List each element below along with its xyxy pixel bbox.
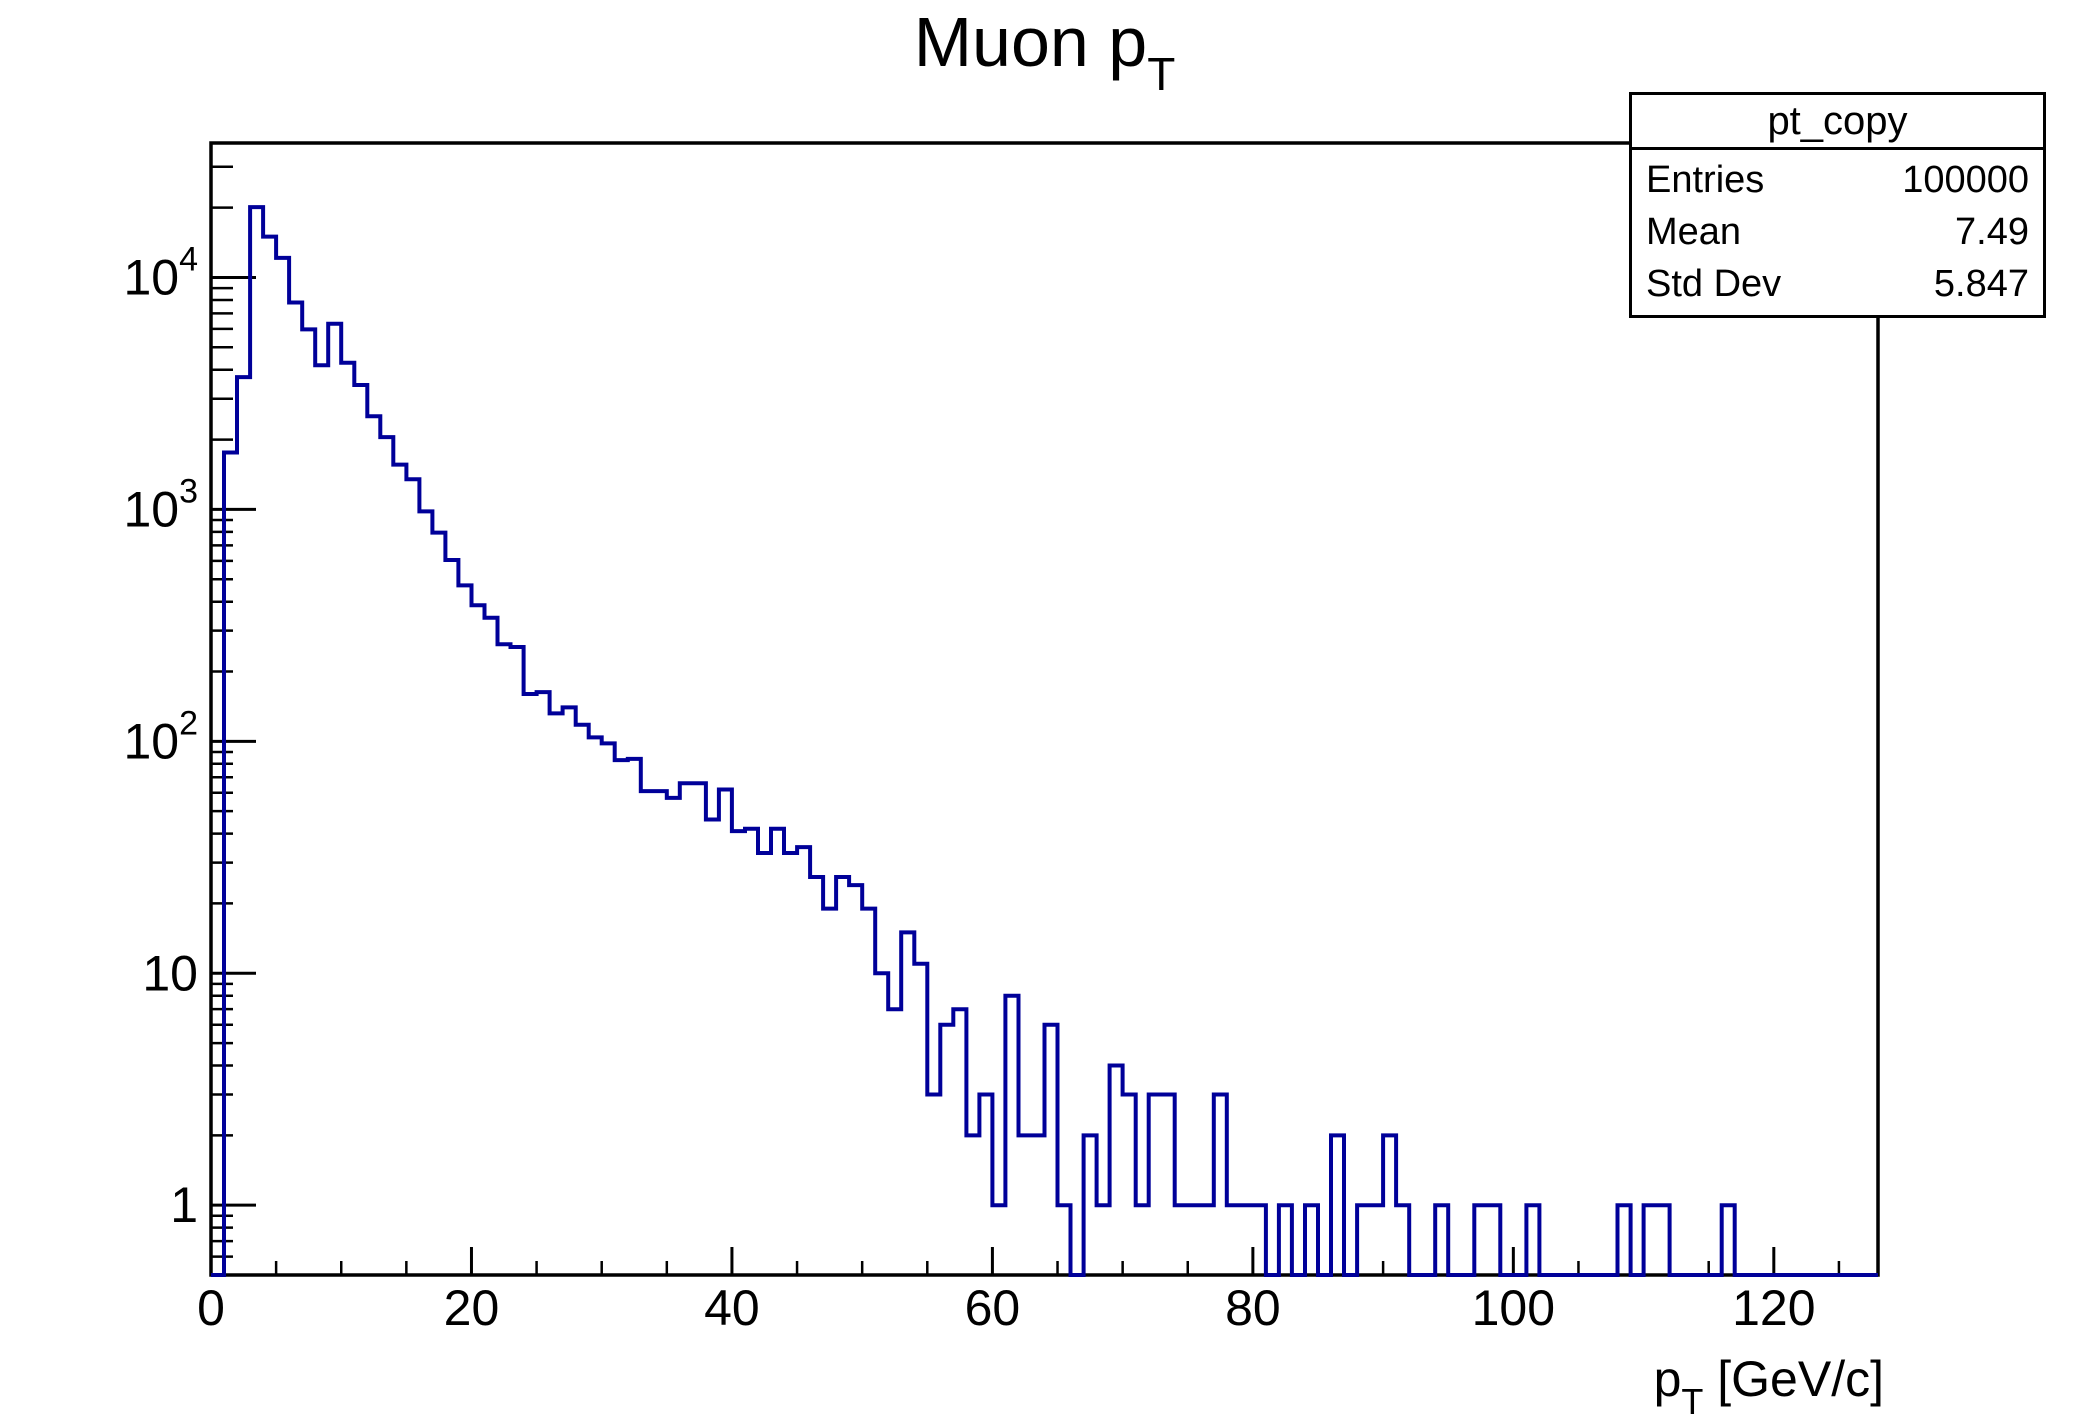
x-axis-title-symbol: p xyxy=(1653,1351,1682,1407)
stats-label-mean: Mean xyxy=(1646,210,1742,253)
stats-box: pt_copy Entries 100000 Mean 7.49 Std Dev… xyxy=(1629,92,2046,318)
stats-value-entries: 100000 xyxy=(1902,158,2029,201)
plot-title: Muon pT xyxy=(211,2,1878,100)
svg-text:80: 80 xyxy=(1225,1280,1281,1336)
y-axis-labels: 1 10 102 103 104 xyxy=(123,240,198,1233)
svg-text:40: 40 xyxy=(704,1280,760,1336)
svg-text:120: 120 xyxy=(1732,1280,1815,1336)
svg-text:60: 60 xyxy=(965,1280,1021,1336)
stats-box-rows: Entries 100000 Mean 7.49 Std Dev 5.847 xyxy=(1632,150,2043,315)
svg-text:103: 103 xyxy=(123,472,198,537)
plot-frame xyxy=(209,141,1880,1277)
plot-title-subscript: T xyxy=(1147,48,1176,100)
x-axis-ticks xyxy=(209,1247,1841,1275)
x-axis-title-subscript: T xyxy=(1681,1381,1704,1416)
stats-row-entries: Entries 100000 xyxy=(1632,159,2043,202)
stats-row-stddev: Std Dev 5.847 xyxy=(1632,263,2043,306)
x-axis-title-unit: [GeV/c] xyxy=(1703,1351,1884,1407)
stats-box-title: pt_copy xyxy=(1632,95,2043,150)
histogram-line xyxy=(211,205,1878,1277)
x-axis-labels: 0 20 40 60 80 100 120 xyxy=(197,1280,1815,1336)
stats-label-entries: Entries xyxy=(1646,158,1765,201)
svg-text:0: 0 xyxy=(197,1280,225,1336)
svg-text:20: 20 xyxy=(444,1280,500,1336)
stats-label-stddev: Std Dev xyxy=(1646,263,1782,306)
x-axis-title: pT [GeV/c] xyxy=(0,1350,1884,1416)
plot-title-text: Muon p xyxy=(913,3,1148,81)
stats-value-stddev: 5.847 xyxy=(1933,263,2029,306)
svg-text:1: 1 xyxy=(170,1177,198,1233)
svg-text:104: 104 xyxy=(123,240,198,305)
y-axis-ticks xyxy=(211,165,256,1258)
stats-value-mean: 7.49 xyxy=(1955,210,2029,253)
svg-text:102: 102 xyxy=(123,704,198,769)
svg-text:10: 10 xyxy=(142,945,198,1001)
stats-row-mean: Mean 7.49 xyxy=(1632,211,2043,254)
svg-text:100: 100 xyxy=(1472,1280,1555,1336)
